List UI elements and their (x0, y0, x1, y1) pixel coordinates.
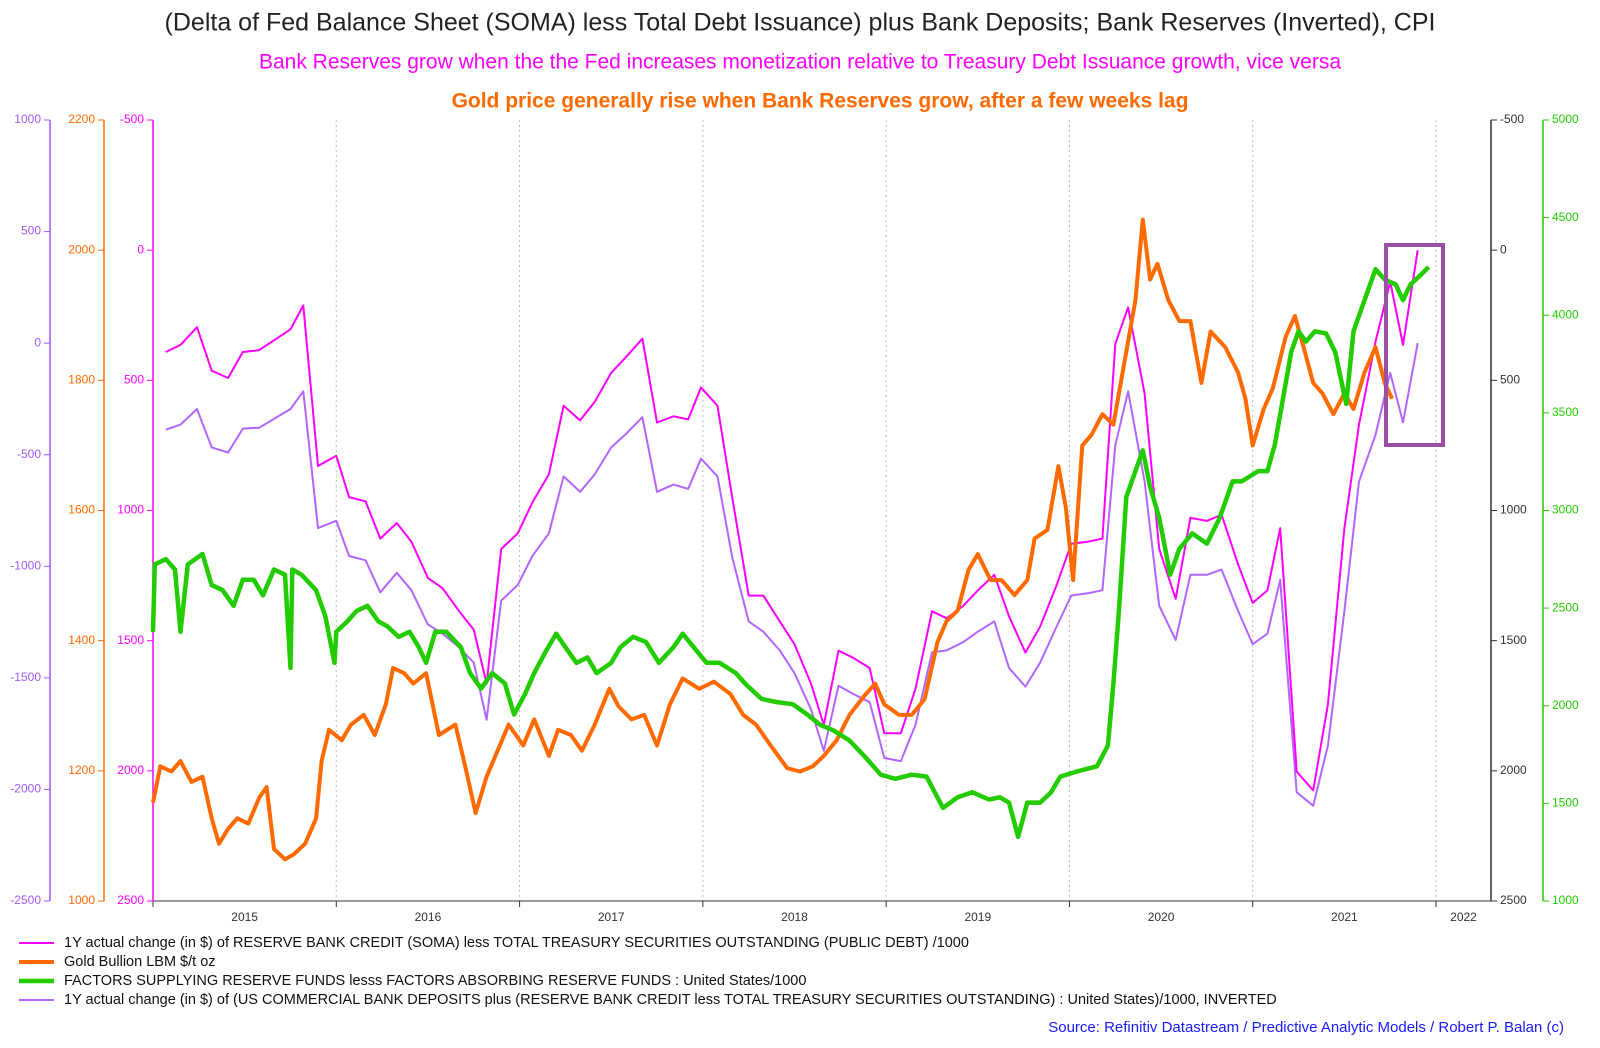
y-tick-label: 2000 (68, 242, 95, 256)
y-tick-label: 1000 (1500, 503, 1527, 517)
y-tick-label: -2000 (10, 782, 41, 796)
y-tick-label: 2500 (1500, 893, 1527, 907)
y-tick-label: 1400 (68, 633, 95, 647)
y-tick-label: 1000 (14, 112, 41, 126)
y-tick-label: 4000 (1552, 307, 1579, 321)
y-tick-label: 5000 (1552, 112, 1579, 126)
y-tick-label: 2200 (68, 112, 95, 126)
y-tick-label: 1600 (68, 503, 95, 517)
x-tick-label: 2016 (415, 910, 442, 924)
y-tick-label: -500 (1500, 112, 1524, 126)
y-tick-label: 500 (1500, 373, 1520, 387)
source: Source: Refinitiv Datastream / Predictiv… (1048, 1019, 1564, 1036)
x-tick-label: 2022 (1450, 910, 1477, 924)
y-tick-label: 1800 (68, 373, 95, 387)
y-tick-label: 2000 (1500, 763, 1527, 777)
y-tick-label: -1000 (10, 558, 41, 572)
series-line (150, 265, 1431, 840)
y-tick-label: 500 (124, 373, 144, 387)
y-tick-label: -1500 (10, 670, 41, 684)
y-tick-label: 2500 (117, 893, 144, 907)
x-tick-label: 2017 (598, 910, 625, 924)
y-tick-label: 1000 (1552, 893, 1579, 907)
y-tick-label: 1000 (68, 893, 95, 907)
y-tick-label: 0 (34, 335, 41, 349)
y-tick-label: 1500 (1552, 796, 1579, 810)
y-tick-label: 2000 (117, 763, 144, 777)
y-tick-label: 0 (1500, 242, 1507, 256)
y-tick-label: 2500 (1552, 600, 1579, 614)
x-tick-label: 2018 (781, 910, 808, 924)
x-tick-label: 2021 (1331, 910, 1358, 924)
legend-label: Gold Bullion LBM $/t oz (64, 954, 216, 970)
y-tick-label: 1500 (1500, 633, 1527, 647)
x-tick-label: 2019 (964, 910, 991, 924)
series-line (165, 342, 1419, 807)
x-tick-label: 2015 (231, 910, 258, 924)
y-tick-label: 0 (137, 242, 144, 256)
y-tick-label: 1000 (117, 503, 144, 517)
y-tick-label: 4500 (1552, 210, 1579, 224)
legend-label: 1Y actual change (in $) of (US COMMERCIA… (64, 992, 1277, 1008)
chart-title: (Delta of Fed Balance Sheet (SOMA) less … (165, 9, 1436, 37)
annotation: Gold price generally rise when Bank Rese… (452, 90, 1189, 113)
y-tick-label: 3500 (1552, 405, 1579, 419)
y-tick-label: 1500 (117, 633, 144, 647)
highlight-box (1384, 243, 1445, 447)
x-tick-label: 2020 (1148, 910, 1175, 924)
series-line (151, 217, 1394, 862)
y-tick-label: 3000 (1552, 503, 1579, 517)
y-tick-label: -500 (120, 112, 144, 126)
y-tick-label: 500 (21, 224, 41, 238)
chart-subtitle: Bank Reserves grow when the the Fed incr… (259, 51, 1341, 74)
y-tick-label: -2500 (10, 893, 41, 907)
series-line (165, 250, 1419, 792)
y-tick-label: -500 (17, 447, 41, 461)
legend-label: FACTORS SUPPLYING RESERVE FUNDS lesss FA… (64, 973, 806, 989)
legend-label: 1Y actual change (in $) of RESERVE BANK … (64, 935, 969, 951)
y-tick-label: 1200 (68, 763, 95, 777)
y-tick-label: 2000 (1552, 698, 1579, 712)
